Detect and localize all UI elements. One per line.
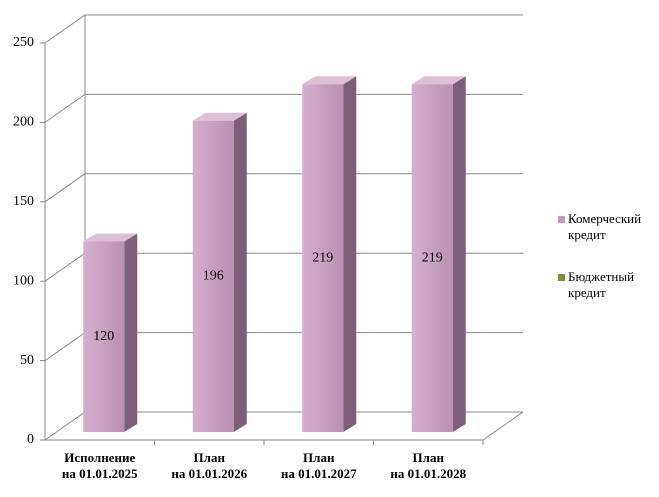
x-tick-label: План — [194, 450, 226, 465]
y-tick-label: 200 — [13, 115, 34, 130]
x-tick-label: Исполнение — [64, 450, 135, 465]
bar-side — [452, 76, 466, 432]
x-tick-label: на 01.01.2027 — [281, 466, 357, 481]
legend-label: Комерческий кредит — [568, 211, 642, 242]
value-label: 120 — [93, 329, 114, 344]
x-tick-label: на 01.01.2026 — [171, 466, 247, 481]
bar — [192, 120, 234, 432]
y-tick-label: 250 — [13, 35, 34, 50]
y-tick-label: 0 — [27, 432, 34, 447]
x-tick-label: План — [303, 450, 335, 465]
x-tick-label: на 01.01.2028 — [390, 466, 466, 481]
bar-side — [233, 112, 247, 432]
y-tick-label: 50 — [20, 353, 34, 368]
value-label: 219 — [422, 250, 443, 265]
x-tick-label: на 01.01.2025 — [62, 466, 138, 481]
grid-line — [44, 411, 86, 441]
grid-line — [44, 252, 86, 282]
legend-label: Бюджетный кредит — [568, 269, 635, 300]
legend-marker — [558, 216, 565, 223]
y-tick-label: 100 — [13, 273, 34, 288]
bar-top — [302, 76, 357, 85]
grid-line — [44, 173, 86, 203]
value-label: 196 — [203, 269, 224, 284]
bar-top — [192, 112, 247, 121]
bar — [83, 241, 125, 432]
bar-side — [124, 233, 138, 432]
bar-top — [83, 233, 138, 242]
bar — [302, 84, 344, 432]
axis-line — [482, 411, 524, 441]
grid-line — [44, 93, 86, 123]
grid-line — [44, 14, 86, 44]
bar-side — [343, 76, 357, 432]
x-tick-label: План — [413, 450, 445, 465]
value-label: 219 — [312, 250, 333, 265]
grid-line — [44, 332, 86, 362]
bar-top — [411, 76, 466, 85]
legend-marker — [558, 274, 565, 281]
bar — [411, 84, 453, 432]
y-tick-label: 150 — [13, 194, 34, 209]
